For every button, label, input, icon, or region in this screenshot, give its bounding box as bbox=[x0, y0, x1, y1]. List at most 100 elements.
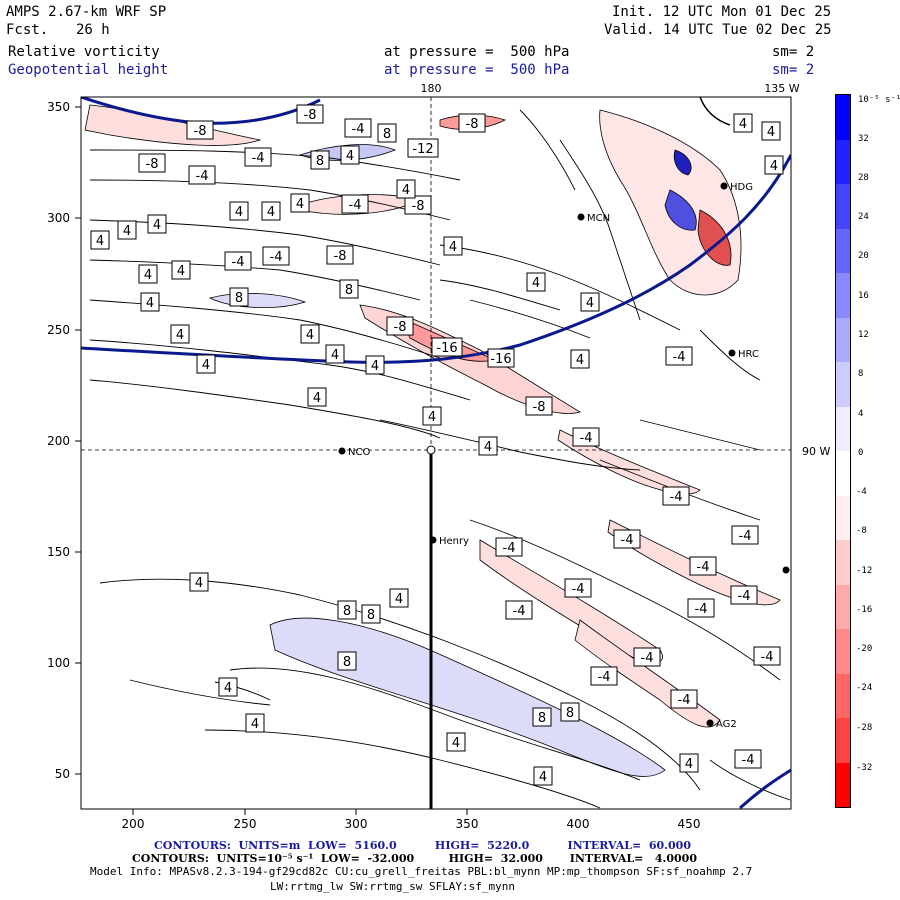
colorbar-swatch bbox=[836, 184, 850, 229]
svg-text:-4: -4 bbox=[572, 582, 585, 597]
contour-label: 4 bbox=[189, 572, 209, 592]
svg-text:4: 4 bbox=[146, 296, 154, 311]
svg-text:-4: -4 bbox=[598, 670, 611, 685]
station-label: Henry bbox=[439, 536, 469, 547]
contour-label: 4 bbox=[761, 121, 781, 141]
y-tick: 200 bbox=[47, 434, 70, 448]
x-tick: 300 bbox=[345, 817, 368, 831]
colorbar-swatch bbox=[836, 629, 850, 674]
contour-label: 4 bbox=[138, 264, 158, 284]
valid-time: Valid. 14 UTC Tue 02 Dec 25 bbox=[604, 22, 832, 38]
contour-label: 4 bbox=[422, 406, 442, 426]
svg-text:-4: -4 bbox=[270, 250, 283, 265]
svg-text:8: 8 bbox=[538, 711, 546, 726]
svg-text:-4: -4 bbox=[697, 560, 710, 575]
svg-text:4: 4 bbox=[251, 717, 259, 732]
svg-text:4: 4 bbox=[202, 358, 210, 373]
contour-label: -4 bbox=[590, 666, 618, 686]
svg-text:8: 8 bbox=[566, 706, 574, 721]
contour-label: -4 bbox=[262, 246, 290, 266]
svg-text:4: 4 bbox=[224, 681, 232, 696]
svg-text:4: 4 bbox=[452, 736, 460, 751]
y-tick: 150 bbox=[47, 545, 70, 559]
svg-text:-16: -16 bbox=[490, 352, 511, 367]
contour-label: 4 bbox=[478, 436, 498, 456]
svg-text:4: 4 bbox=[739, 117, 747, 132]
plot-frame bbox=[80, 96, 792, 810]
y-tick-labels: 350 300 250 200 150 100 50 bbox=[47, 100, 70, 781]
contour-label: 4 bbox=[196, 354, 216, 374]
vorticity-patch-positive bbox=[208, 292, 307, 308]
contour-label: -4 bbox=[341, 194, 369, 214]
svg-text:4: 4 bbox=[153, 218, 161, 233]
contour-label: 4 bbox=[229, 201, 249, 221]
smoothing-2: sm= 2 bbox=[772, 62, 815, 78]
footer-contours-height: CONTOURS: UNITS=m LOW= 5160.0 HIGH= 5220… bbox=[154, 839, 691, 852]
svg-text:-4: -4 bbox=[678, 693, 691, 708]
contour-label: -4 bbox=[564, 578, 592, 598]
contour-label: -4 bbox=[734, 749, 762, 769]
colorbar-tick: -20 bbox=[856, 644, 873, 654]
y-tick: 50 bbox=[55, 767, 70, 781]
svg-text:4: 4 bbox=[346, 149, 354, 164]
svg-text:-4: -4 bbox=[670, 490, 683, 505]
svg-text:-4: -4 bbox=[580, 431, 593, 446]
contour-label: 4 bbox=[117, 220, 137, 240]
contour-label: 4 bbox=[170, 324, 190, 344]
colorbar-tick: 24 bbox=[858, 212, 869, 222]
contour-label: -4 bbox=[731, 525, 759, 545]
smoothing-1: sm= 2 bbox=[772, 44, 815, 60]
contour-labels: 4 4 4 4 8 8 8 8 8 4 4 4 -4 -4 -4 -4 -4 -… bbox=[90, 104, 784, 786]
colorbar-tick: 20 bbox=[858, 251, 869, 261]
station-label: HDG bbox=[730, 182, 753, 193]
contour-label: 4 bbox=[533, 766, 553, 786]
svg-text:4: 4 bbox=[331, 348, 339, 363]
svg-text:-4: -4 bbox=[232, 255, 245, 270]
svg-text:4: 4 bbox=[532, 276, 540, 291]
svg-text:-4: -4 bbox=[761, 650, 774, 665]
svg-text:4: 4 bbox=[177, 264, 185, 279]
axis-ticks bbox=[75, 106, 468, 815]
svg-text:4: 4 bbox=[296, 197, 304, 212]
colorbar-swatch bbox=[836, 495, 850, 540]
contour-label: -4 bbox=[572, 427, 600, 447]
level-vorticity: at pressure = 500 hPa bbox=[384, 44, 570, 60]
colorbar-swatch bbox=[836, 718, 850, 763]
colorbar-tick: 12 bbox=[858, 330, 869, 340]
svg-text:-4: -4 bbox=[739, 529, 752, 544]
svg-text:-4: -4 bbox=[252, 151, 265, 166]
contour-label: 4 bbox=[764, 155, 784, 175]
convective-cluster bbox=[664, 189, 697, 231]
contour-label: -16 bbox=[431, 337, 463, 357]
contour-label: 4 bbox=[218, 677, 238, 697]
station-marker bbox=[728, 349, 736, 357]
contour-label: 8 bbox=[532, 707, 552, 727]
contour-label: 4 bbox=[396, 179, 416, 199]
colorbar-swatch bbox=[836, 406, 850, 451]
svg-text:-4: -4 bbox=[503, 541, 516, 556]
contour-label: 4 bbox=[300, 324, 320, 344]
svg-text:-8: -8 bbox=[466, 117, 479, 132]
svg-text:8: 8 bbox=[383, 127, 391, 142]
colorbar-tick: -28 bbox=[856, 723, 873, 733]
svg-text:-4: -4 bbox=[349, 198, 362, 213]
svg-text:-4: -4 bbox=[621, 533, 634, 548]
svg-text:4: 4 bbox=[123, 224, 131, 239]
lon-label-180: 180 bbox=[421, 82, 442, 95]
init-time: Init. 12 UTC Mon 01 Dec 25 bbox=[612, 4, 832, 20]
svg-text:-4: -4 bbox=[352, 122, 365, 137]
svg-text:4: 4 bbox=[767, 125, 775, 140]
colorbar-tick: -12 bbox=[856, 566, 873, 576]
colorbar-tick: 32 bbox=[858, 134, 869, 144]
contour-label: -4 bbox=[662, 486, 690, 506]
svg-text:4: 4 bbox=[144, 268, 152, 283]
svg-text:-8: -8 bbox=[394, 320, 407, 335]
svg-text:8: 8 bbox=[343, 604, 351, 619]
colorbar-tick: -8 bbox=[856, 526, 867, 536]
contour-label: 4 bbox=[245, 713, 265, 733]
colorbar-tick: -16 bbox=[856, 605, 873, 615]
contour-label: -12 bbox=[407, 138, 439, 158]
svg-text:4: 4 bbox=[428, 410, 436, 425]
contour-label: -8 bbox=[186, 120, 214, 140]
